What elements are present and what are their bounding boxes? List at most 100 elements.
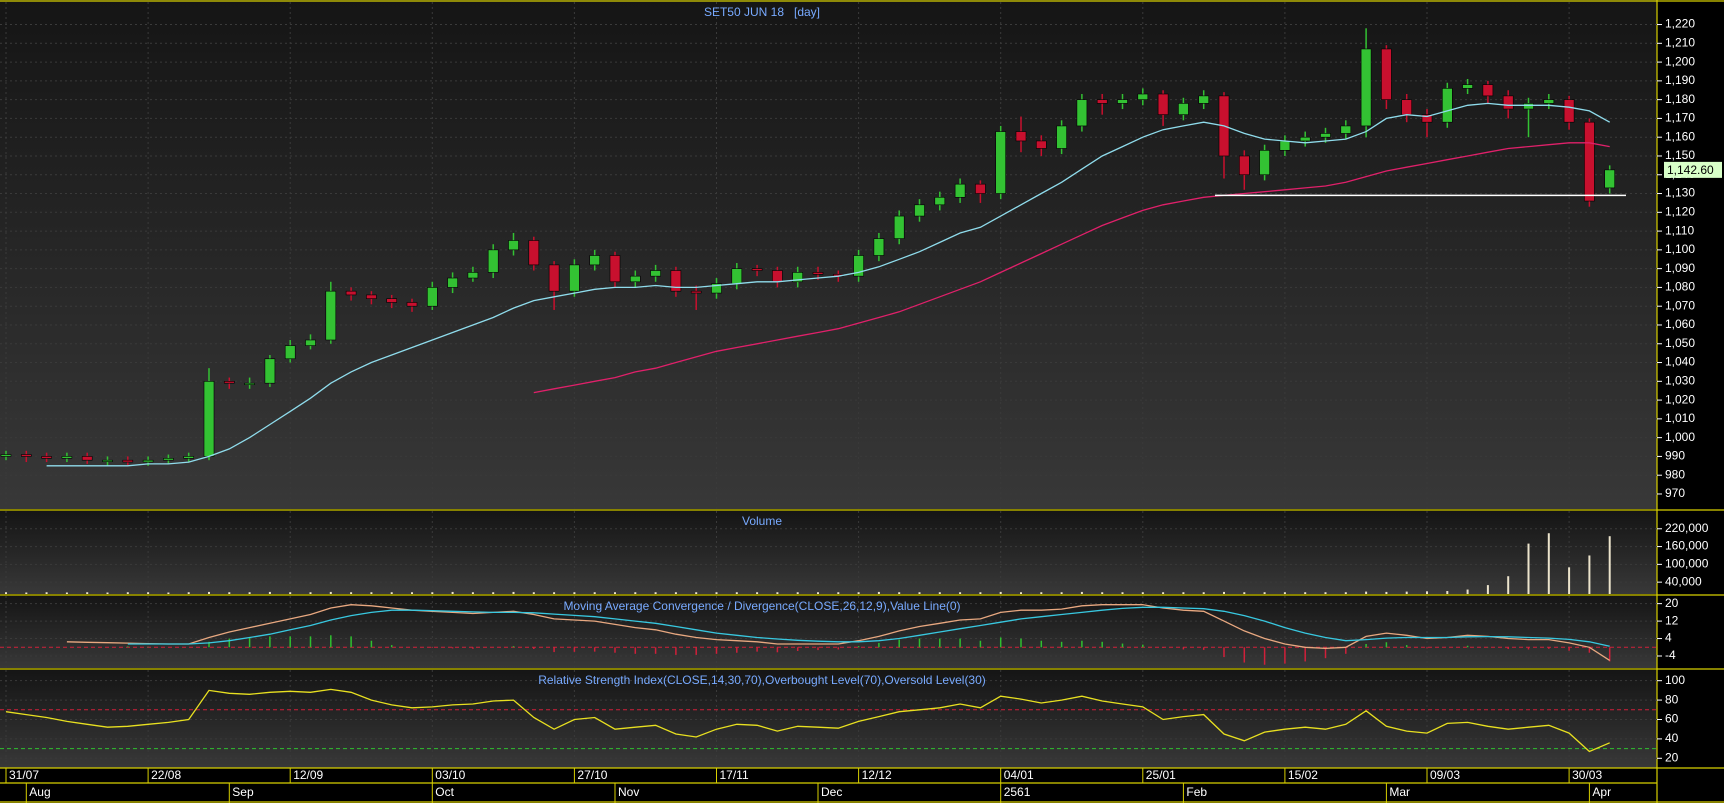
volume-bar bbox=[289, 592, 292, 594]
volume-bar bbox=[1365, 591, 1368, 594]
volume-bar bbox=[918, 592, 921, 594]
candle-body bbox=[1421, 114, 1433, 123]
volume-bar bbox=[898, 592, 901, 594]
volume-bar bbox=[329, 591, 332, 594]
volume-bar bbox=[1385, 591, 1388, 594]
candle-body bbox=[467, 272, 479, 279]
candle-body bbox=[1036, 140, 1047, 149]
candle-body bbox=[1299, 136, 1311, 142]
y-tick-label: 20 bbox=[1665, 596, 1679, 610]
y-tick-label: 970 bbox=[1665, 486, 1685, 500]
candle-body bbox=[41, 456, 52, 459]
indicator-line bbox=[66, 604, 1611, 661]
candle-body bbox=[224, 381, 235, 384]
volume-bar bbox=[1020, 592, 1022, 594]
y-tick-label: 1,000 bbox=[1665, 430, 1695, 444]
candle-body bbox=[629, 275, 641, 283]
candle-body bbox=[1482, 84, 1494, 97]
candle-body bbox=[487, 249, 499, 273]
y-tick-label: 100,000 bbox=[1665, 557, 1709, 571]
candle-body bbox=[508, 240, 519, 251]
candle-body bbox=[995, 131, 1007, 194]
volume-bar bbox=[370, 592, 373, 594]
candle-body bbox=[20, 454, 32, 457]
volume-bar bbox=[1486, 585, 1489, 594]
candle-body bbox=[284, 345, 296, 360]
volume-bar bbox=[228, 592, 231, 594]
volume-bar bbox=[1568, 567, 1571, 594]
x-tick-label: 15/02 bbox=[1288, 768, 1318, 782]
y-tick-label: 1,130 bbox=[1665, 186, 1695, 200]
month-label: Feb bbox=[1186, 785, 1207, 799]
candle-body bbox=[1381, 48, 1392, 100]
candle-body bbox=[122, 459, 134, 463]
y-tick-label: 1,190 bbox=[1665, 73, 1695, 87]
y-tick-label: 1,150 bbox=[1665, 148, 1695, 162]
y-tick-label: 1,040 bbox=[1665, 355, 1695, 369]
candle-body bbox=[1604, 169, 1615, 189]
volume-bar bbox=[1344, 592, 1347, 594]
y-tick-label: 980 bbox=[1665, 467, 1685, 481]
candle-body bbox=[325, 290, 337, 341]
candle-body bbox=[1178, 103, 1189, 115]
y-tick-label: 1,200 bbox=[1665, 54, 1695, 68]
y-tick-label: 1,170 bbox=[1665, 111, 1695, 125]
x-tick-label: 12/12 bbox=[862, 768, 892, 782]
candle-body bbox=[244, 382, 255, 385]
volume-bar bbox=[614, 592, 616, 594]
candle-body bbox=[528, 240, 540, 266]
volume-bar bbox=[1060, 592, 1063, 594]
y-tick-label: 1,090 bbox=[1665, 261, 1695, 275]
volume-bar bbox=[1426, 591, 1428, 594]
candle-body bbox=[1543, 99, 1555, 104]
candle-body bbox=[1502, 95, 1514, 110]
volume-bar bbox=[938, 592, 941, 594]
x-tick-label: 12/09 bbox=[293, 768, 323, 782]
candle-body bbox=[1056, 125, 1067, 149]
volume-bar bbox=[959, 592, 962, 594]
volume-bar bbox=[248, 592, 251, 594]
volume-bar bbox=[1243, 592, 1246, 594]
candle-body bbox=[650, 270, 661, 277]
y-tick-label: 1,020 bbox=[1665, 392, 1695, 406]
candle-body bbox=[1523, 103, 1534, 110]
volume-bar bbox=[1405, 591, 1408, 594]
volume-bar bbox=[1304, 592, 1307, 594]
volume-bar bbox=[208, 591, 210, 594]
month-label: Nov bbox=[618, 785, 639, 799]
y-tick-label: 1,160 bbox=[1665, 129, 1695, 143]
candle-body bbox=[1239, 155, 1250, 176]
x-tick-label: 09/03 bbox=[1430, 768, 1460, 782]
volume-bar bbox=[674, 592, 677, 594]
x-tick-label: 17/11 bbox=[720, 768, 749, 782]
last-price-label: 1,142.60 bbox=[1667, 163, 1714, 177]
moving-average bbox=[46, 102, 1611, 467]
y-tick-label: 160,000 bbox=[1665, 539, 1709, 553]
volume-bar bbox=[857, 592, 860, 594]
y-tick-label: 1,180 bbox=[1665, 92, 1695, 106]
volume-bar bbox=[1283, 592, 1286, 594]
candle-body bbox=[1259, 150, 1270, 176]
volume-bar bbox=[1527, 543, 1530, 594]
volume-bar bbox=[532, 592, 535, 594]
candle-body bbox=[406, 302, 418, 307]
volume-bar bbox=[796, 592, 799, 594]
volume-bar bbox=[735, 592, 738, 594]
volume-bar bbox=[1446, 591, 1449, 594]
candle-body bbox=[1442, 88, 1453, 123]
y-tick-label: 1,110 bbox=[1665, 223, 1694, 237]
volume-bar bbox=[411, 592, 413, 594]
volume-bar bbox=[187, 592, 190, 594]
x-tick-label: 27/10 bbox=[577, 768, 607, 782]
y-tick-label: 1,010 bbox=[1665, 411, 1695, 425]
volume-bar bbox=[268, 591, 271, 594]
candle-body bbox=[102, 459, 113, 462]
volume-bar bbox=[1182, 592, 1185, 594]
volume-bar bbox=[5, 592, 7, 594]
candle-body bbox=[1462, 84, 1473, 89]
y-tick-label: 1,220 bbox=[1665, 17, 1695, 31]
volume-bar bbox=[999, 591, 1002, 594]
candle-body bbox=[812, 272, 824, 275]
volume-bar bbox=[553, 592, 556, 594]
panel-bg bbox=[0, 0, 1657, 509]
